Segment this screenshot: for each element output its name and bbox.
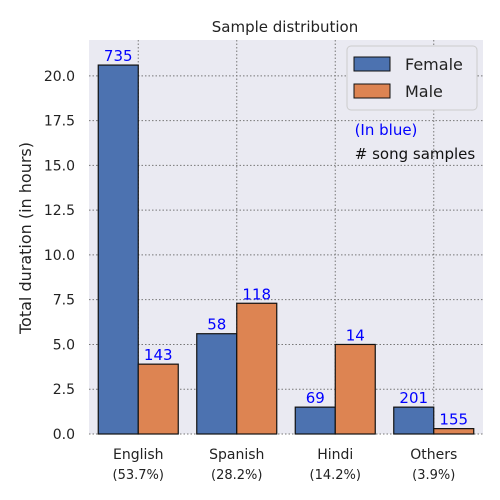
x-tick-percentage: (14.2%): [310, 468, 361, 483]
bar-female-spanish: [197, 334, 237, 434]
x-tick-label: Hindi: [317, 447, 353, 463]
bar-value-label: 143: [144, 346, 173, 364]
bar-male-hindi: [335, 344, 375, 434]
legend-label-male: Male: [405, 82, 443, 101]
x-axis: English (53.7%) Spanish (28.2%) Hindi (14.2%)…: [113, 447, 458, 483]
y-tick-label: 2.5: [53, 382, 75, 398]
legend-swatch-female: [354, 57, 390, 71]
bar-value-label: 735: [104, 47, 133, 65]
y-tick-label: 15.0: [44, 158, 75, 174]
y-axis-label: Total duration (in hours): [16, 142, 35, 335]
x-tick-percentage: (3.9%): [412, 468, 455, 483]
bar-female-hindi: [295, 407, 335, 434]
bar-male-spanish: [237, 303, 277, 434]
legend-label-female: Female: [405, 55, 463, 74]
y-tick-label: 17.5: [44, 114, 75, 130]
annotation-song-samples: # song samples: [355, 145, 476, 163]
x-tick-percentage: (28.2%): [211, 468, 262, 483]
x-tick-label: English: [113, 447, 164, 463]
legend-swatch-male: [354, 84, 390, 98]
bar-male-english: [138, 364, 178, 434]
y-tick-label: 10.0: [44, 248, 75, 264]
bar-female-others: [394, 407, 434, 434]
bar-value-label: 118: [242, 285, 271, 303]
y-axis: 0.0 2.5 5.0 7.5 10.0 12.5 15.0 17.5 20.0: [44, 69, 75, 443]
y-tick-label: 12.5: [44, 203, 75, 219]
y-tick-label: 5.0: [53, 337, 75, 353]
x-tick-percentage: (53.7%): [113, 468, 164, 483]
bar-value-label: 69: [306, 389, 325, 407]
legend: Female Male: [347, 46, 477, 110]
bar-value-label: 201: [399, 389, 428, 407]
bar-female-english: [98, 65, 138, 434]
bar-value-label: 155: [439, 411, 468, 429]
bar-male-others: [434, 429, 474, 434]
bar-value-label: 58: [207, 316, 226, 334]
annotation-in-blue: (In blue): [355, 121, 418, 139]
chart-title: Sample distribution: [212, 18, 359, 36]
x-tick-label: Others: [410, 447, 457, 463]
bar-value-label: 14: [346, 326, 365, 344]
y-tick-label: 7.5: [53, 293, 75, 309]
x-tick-label: Spanish: [209, 447, 264, 463]
y-tick-label: 0.0: [53, 427, 75, 443]
y-tick-label: 20.0: [44, 69, 75, 85]
